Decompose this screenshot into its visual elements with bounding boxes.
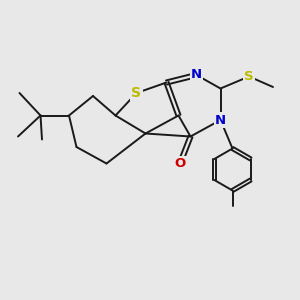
- Text: N: N: [191, 68, 202, 82]
- Text: N: N: [215, 113, 226, 127]
- Text: S: S: [244, 70, 254, 83]
- Text: S: S: [131, 86, 142, 100]
- Text: O: O: [174, 157, 186, 170]
